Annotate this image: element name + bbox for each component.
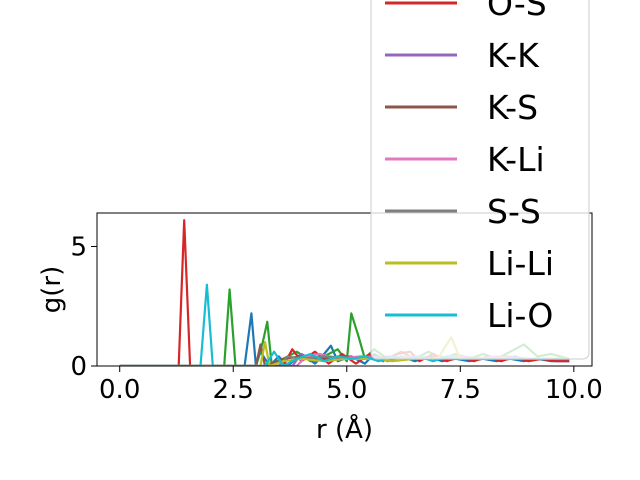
y-tick-label-0: 0 [70, 352, 87, 382]
legend-box [370, 0, 590, 360]
x-axis-label: r (Å) [316, 413, 373, 445]
legend-label-3: K-Li [487, 140, 545, 179]
y-tick-label-1: 5 [70, 232, 87, 262]
x-tick-label-4: 10.0 [545, 375, 603, 405]
x-tick-label-3: 7.5 [440, 375, 481, 405]
legend: O-S K-K K-S K-Li S-S Li-Li Li-O [370, 0, 590, 360]
x-tick-label-1: 2.5 [213, 375, 254, 405]
legend-label-0: O-S [487, 0, 547, 23]
y-axis-label: g(r) [37, 266, 67, 313]
axes-frame [96, 212, 593, 367]
legend-label-6: Li-O [487, 296, 553, 335]
legend-label-5: Li-Li [487, 244, 554, 283]
legend-label-2: K-S [487, 88, 538, 127]
x-tick-label-2: 5.0 [326, 375, 367, 405]
legend-label-1: K-K [487, 36, 540, 75]
x-tick-label-0: 0.0 [99, 375, 140, 405]
legend-label-4: S-S [487, 192, 541, 231]
tick-layer: 0.0 2.5 5.0 7.5 10.0 0 5 [70, 232, 602, 405]
